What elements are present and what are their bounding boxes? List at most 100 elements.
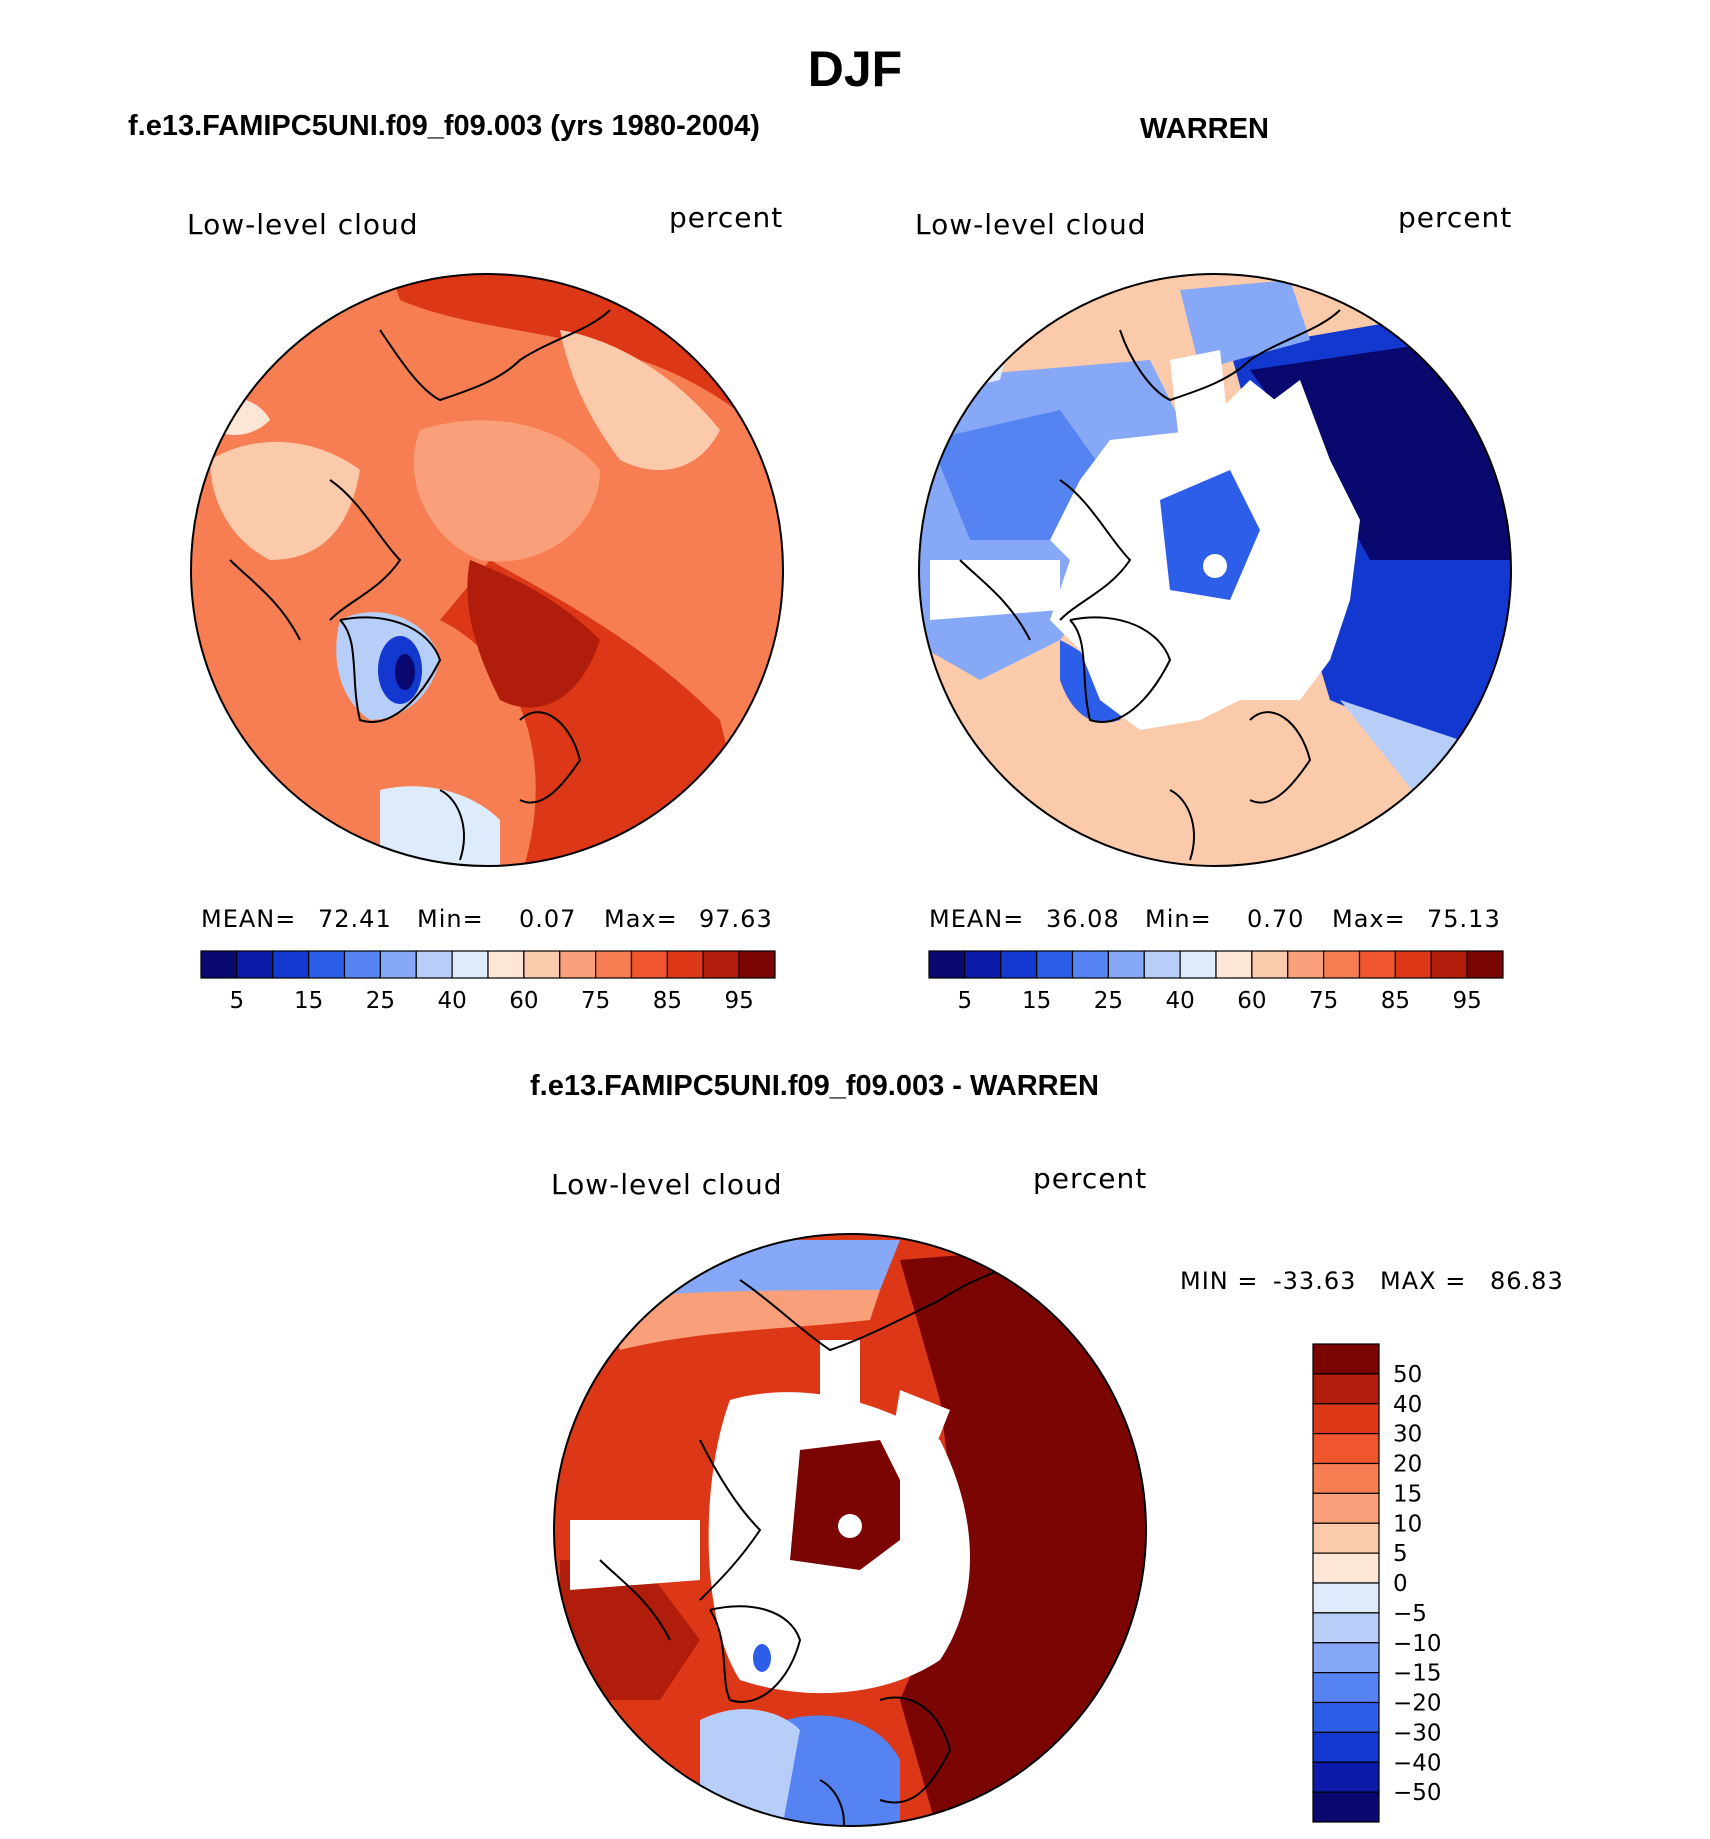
left-colorbar-cell [666, 950, 704, 979]
left-colorbar-tick-label: 40 [437, 988, 466, 1014]
diff-colorbar-tick-label: −10 [1393, 1631, 1442, 1657]
diff-colorbar-tick-label: −15 [1393, 1661, 1442, 1687]
right-colorbar-cell [928, 950, 966, 979]
left-colorbar-cell [487, 950, 525, 979]
diff-colorbar-tick-label: −30 [1393, 1720, 1442, 1746]
right-colorbar-tick-label: 5 [958, 988, 973, 1014]
left-colorbar-cell [559, 950, 597, 979]
left-map [191, 274, 783, 866]
left-colorbar-cell [308, 950, 346, 979]
right-map-missing-wedge-ne [1260, 380, 1330, 480]
left-colorbar-tick-label: 95 [724, 988, 753, 1014]
right-colorbar-cell [1287, 950, 1325, 979]
diff-colorbar-tick-label: 30 [1393, 1422, 1422, 1448]
diff-map-coastlines [599, 1259, 1031, 1826]
right-colorbar-cell [1394, 950, 1432, 979]
diff-colorbar-tick-label: 15 [1393, 1481, 1422, 1507]
left-max-value: 97.63 [699, 905, 773, 933]
left-colorbar-cell [523, 950, 561, 979]
right-colorbar-cell [1071, 950, 1109, 979]
diff-map-missing-wedge-north [820, 1340, 860, 1420]
left-map-barents-core [467, 560, 600, 708]
left-colorbar-cell [702, 950, 740, 979]
diff-colorbar-tick-label: 50 [1393, 1362, 1422, 1388]
right-mean-label: MEAN= [929, 905, 1025, 933]
left-mean-value: 72.41 [318, 905, 392, 933]
diff-colorbar-tick-label: −40 [1393, 1750, 1442, 1776]
right-map-na-dark [930, 410, 1110, 540]
left-colorbar-tick-label: 5 [230, 988, 245, 1014]
diff-colorbar-cell [1312, 1343, 1380, 1375]
right-map-pole [1203, 554, 1227, 578]
diff-colorbar-cell [1312, 1731, 1380, 1763]
diff-colorbar-cell [1312, 1462, 1380, 1494]
left-map-arctic-center [413, 420, 600, 562]
left-map-coastlines [229, 309, 611, 861]
right-colorbar-tick-label: 85 [1381, 988, 1410, 1014]
left-colorbar-tick-label: 25 [366, 988, 395, 1014]
right-colorbar-cell [1000, 950, 1038, 979]
diff-colorbar-tick-label: 20 [1393, 1452, 1422, 1478]
right-colorbar-tick-label: 60 [1237, 988, 1266, 1014]
right-min-value: 0.70 [1247, 905, 1305, 933]
left-mean-label: MEAN= [201, 905, 297, 933]
left-colorbar-cell [379, 950, 417, 979]
left-colorbar-cell [451, 950, 489, 979]
right-panel-title: WARREN [1140, 113, 1269, 145]
left-map-canada [210, 441, 360, 560]
left-map-greenland-min [395, 654, 415, 690]
right-colorbar-tick-label: 95 [1452, 988, 1481, 1014]
left-colorbar-tick-label: 15 [294, 988, 323, 1014]
left-variable-label: Low-level cloud [187, 208, 419, 241]
left-colorbar-cell [236, 950, 274, 979]
right-colorbar-cell [1430, 950, 1468, 979]
left-colorbar-cell [595, 950, 633, 979]
left-colorbar: 5 15 25 40 60 75 85 95 [200, 950, 776, 1014]
left-colorbar-cell [630, 950, 668, 979]
diff-map-missing-wedge-ne [890, 1390, 950, 1460]
diff-colorbar-cell [1312, 1492, 1380, 1524]
right-colorbar-cell [1323, 950, 1361, 979]
diff-map-missing-wedge-west [570, 1520, 700, 1590]
right-colorbar-tick-label: 15 [1022, 988, 1051, 1014]
diff-map [554, 1234, 1146, 1826]
right-colorbar-cell [964, 950, 1002, 979]
diff-map-east [900, 1240, 1146, 1826]
left-min-label: Min= [417, 905, 484, 933]
diff-colorbar-cell [1312, 1582, 1380, 1614]
left-min-value: 0.07 [519, 905, 577, 933]
diff-map-greenland-blue [753, 1644, 771, 1672]
diff-units-label: percent [1033, 1162, 1148, 1195]
right-colorbar-tick-label: 40 [1165, 988, 1194, 1014]
right-colorbar-cell [1107, 950, 1145, 979]
right-colorbar-cell [1358, 950, 1396, 979]
diff-colorbar-tick-label: 5 [1393, 1541, 1408, 1567]
right-units-label: percent [1398, 201, 1513, 234]
diff-map-center-dark [790, 1440, 900, 1570]
diff-colorbar-cell [1312, 1761, 1380, 1793]
right-min-label: Min= [1145, 905, 1212, 933]
diff-min-value: -33.63 [1273, 1267, 1357, 1295]
diff-min-label: MIN = [1180, 1267, 1259, 1295]
left-colorbar-cell [343, 950, 381, 979]
left-map-border [190, 273, 784, 867]
right-max-label: Max= [1332, 905, 1406, 933]
diff-map-border [553, 1233, 1147, 1827]
difference-panel-title: f.e13.FAMIPC5UNI.f09_f09.003 - WARREN [530, 1070, 1099, 1102]
diff-variable-label: Low-level cloud [551, 1168, 783, 1201]
diff-map-pole [838, 1514, 862, 1538]
right-colorbar-cell [1215, 950, 1253, 979]
right-map-north-east [1180, 280, 1310, 370]
right-variable-label: Low-level cloud [915, 208, 1147, 241]
left-colorbar-cell [272, 950, 310, 979]
diff-map-north-light [600, 1290, 880, 1350]
diff-colorbar-tick-label: 10 [1393, 1511, 1422, 1537]
right-mean-value: 36.08 [1046, 905, 1120, 933]
right-map-border [918, 273, 1512, 867]
left-panel-title: f.e13.FAMIPC5UNI.f09_f09.003 (yrs 1980-2… [128, 110, 760, 142]
diff-colorbar-cell [1312, 1642, 1380, 1674]
diff-colorbar-tick-label: 40 [1393, 1392, 1422, 1418]
diff-colorbar-cell [1312, 1373, 1380, 1405]
left-colorbar-cell [415, 950, 453, 979]
left-colorbar-tick-label: 75 [581, 988, 610, 1014]
